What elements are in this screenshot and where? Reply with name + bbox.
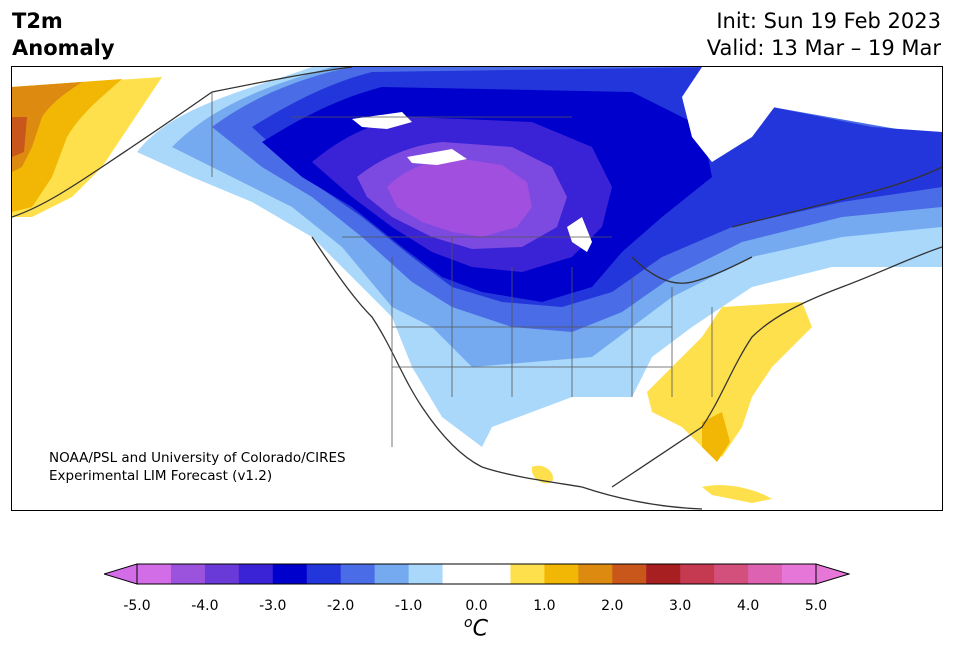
colorbar-tick-label: -1.0 — [394, 598, 423, 614]
colorbar-cell — [170, 564, 206, 584]
colorbar-cell — [340, 564, 376, 584]
colorbar-cell — [646, 564, 681, 584]
colorbar-cell — [544, 564, 579, 584]
colorbar-cell — [510, 564, 545, 584]
units-letter: C — [472, 616, 488, 642]
contour-se-yellow — [647, 302, 812, 457]
anomaly-map — [11, 66, 943, 511]
contour-alaska-orange — [12, 82, 82, 172]
colorbar — [104, 563, 850, 585]
colorbar-tick-label: -2.0 — [327, 598, 355, 614]
credit-line-2: Experimental LIM Forecast (v1.2) — [49, 468, 273, 484]
contour-mexico-yellow — [531, 465, 553, 484]
init-date-label: Init: Sun 19 Feb 2023 — [716, 9, 941, 33]
greenland-white — [682, 67, 782, 162]
credit-text: NOAA/PSL and University of Colorado/CIRE… — [49, 449, 346, 485]
colorbar-tick-label: -3.0 — [259, 598, 287, 614]
colorbar-tick-label: 5.0 — [804, 598, 828, 614]
colorbar-cell — [204, 564, 240, 584]
colorbar-cell — [612, 564, 647, 584]
colorbar-tick-label: 4.0 — [736, 598, 760, 614]
lake-white-2 — [407, 149, 467, 165]
contour-cuba-yellow — [702, 485, 772, 503]
colorbar-cells — [137, 564, 817, 584]
contour-alaska-red — [12, 117, 27, 157]
colorbar-cell — [748, 564, 783, 584]
contour-deep-purple — [387, 159, 532, 237]
colorbar-cell — [374, 564, 410, 584]
colorbar-tick-label: 2.0 — [601, 598, 624, 614]
political-borders — [211, 92, 713, 447]
valid-range-label: Valid: 13 Mar – 19 Mar — [706, 36, 941, 60]
anomaly-map-svg — [12, 67, 942, 510]
credit-line-1: NOAA/PSL and University of Colorado/CIRE… — [49, 450, 346, 466]
colorbar-cell — [238, 564, 274, 584]
colorbar-tick-label: 1.0 — [533, 598, 556, 614]
colorbar-tick-label: 3.0 — [669, 598, 692, 614]
colorbar-cell — [476, 564, 511, 584]
forecast-dates: Init: Sun 19 Feb 2023 Valid: 13 Mar – 19… — [707, 8, 941, 62]
colorbar-tick-label: -4.0 — [191, 598, 219, 614]
contour-se-gold — [702, 412, 730, 462]
colorbar-cell — [680, 564, 715, 584]
colorbar-under-arrow — [104, 563, 138, 585]
units-degree: o — [464, 615, 473, 631]
colorbar-tick-label: 0.0 — [465, 598, 488, 614]
lake-white-1 — [352, 112, 412, 129]
colorbar-outline — [136, 563, 817, 585]
coastlines — [12, 67, 942, 510]
colorbar-cell — [782, 564, 817, 584]
units-label: oC — [464, 615, 488, 641]
colorbar-cell — [137, 564, 172, 584]
colorbar-cell — [408, 564, 444, 584]
colorbar-cell — [306, 564, 342, 584]
title-variable-line2: Anomaly — [12, 36, 115, 60]
colorbar-over-arrow — [815, 563, 850, 585]
colorbar-cell — [272, 564, 308, 584]
colorbar-cell — [578, 564, 613, 584]
colorbar-cell — [714, 564, 749, 584]
colorbar-cell — [442, 564, 477, 584]
map-title: T2m Anomaly — [12, 8, 115, 62]
colorbar-tick-label: -5.0 — [123, 598, 151, 614]
title-variable-line1: T2m — [12, 9, 63, 33]
lake-white-3 — [567, 217, 592, 252]
